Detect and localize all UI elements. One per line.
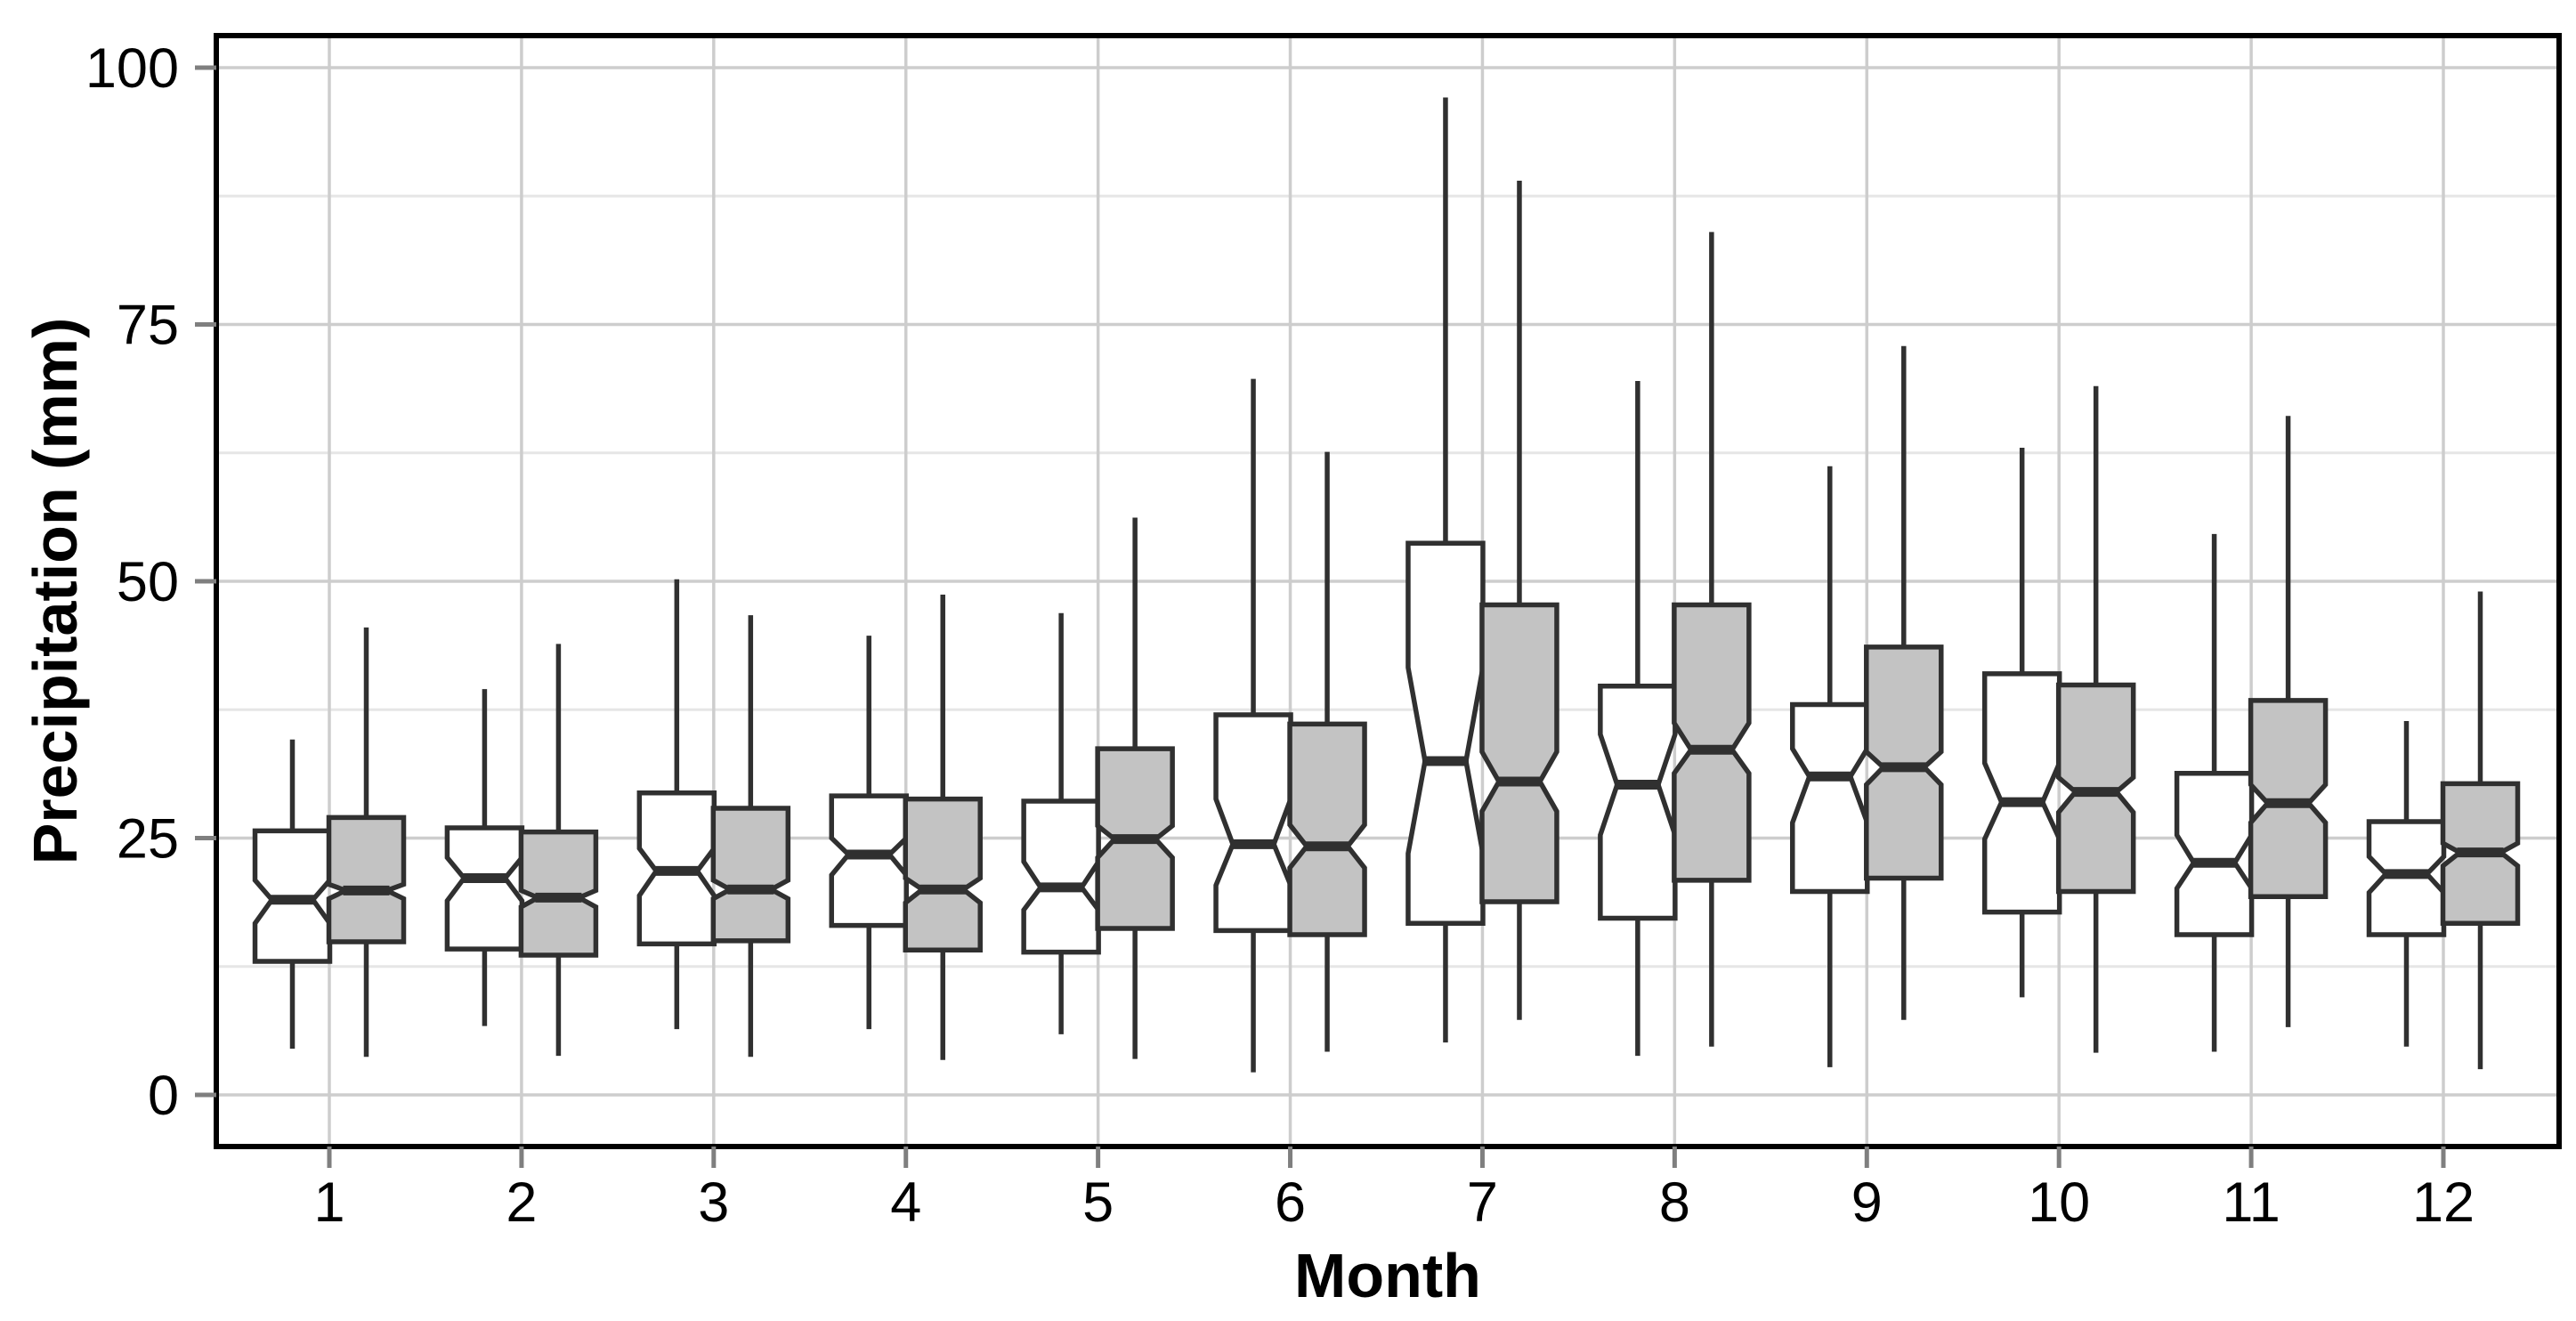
boxplot-month-8-group-white — [1598, 380, 1678, 1057]
axis-ticks — [195, 65, 2446, 1168]
boxplot-month-12-group-white — [2366, 720, 2447, 1047]
notched-box — [903, 796, 983, 953]
boxplot-month-1-group-gray — [326, 627, 407, 1058]
notched-box — [2174, 771, 2255, 937]
y-tick-label: 50 — [117, 551, 179, 613]
x-tick-label: 5 — [1082, 1171, 1114, 1234]
boxplot-month-2-group-gray — [518, 644, 599, 1057]
x-tick-label: 1 — [313, 1171, 344, 1234]
notched-box — [326, 814, 407, 944]
x-tick-label: 9 — [1851, 1171, 1883, 1234]
boxplots — [252, 97, 2521, 1073]
x-tick-label: 7 — [1467, 1171, 1498, 1234]
boxplot-month-9-group-white — [1790, 466, 1870, 1067]
x-tick-label: 8 — [1659, 1171, 1690, 1234]
notched-box — [1405, 540, 1486, 927]
boxplot-month-2-group-white — [444, 689, 525, 1026]
x-tick-label: 6 — [1275, 1171, 1306, 1234]
boxplot-month-8-group-gray — [1672, 231, 1752, 1047]
y-tick-label: 0 — [148, 1065, 179, 1127]
boxplot-month-6-group-white — [1213, 378, 1293, 1073]
notched-box — [1790, 701, 1870, 895]
y-tick-label: 25 — [117, 808, 179, 871]
x-tick-label: 12 — [2412, 1171, 2475, 1234]
boxplot-month-4-group-gray — [903, 595, 983, 1060]
notched-box — [444, 825, 525, 952]
notched-box — [829, 793, 909, 928]
notched-box — [1021, 798, 1101, 955]
notched-box — [1598, 683, 1678, 921]
x-tick-label: 3 — [698, 1171, 729, 1234]
notched-box — [1672, 602, 1752, 883]
y-axis-title: Precipitation (mm) — [20, 317, 90, 865]
panel-border — [214, 33, 2562, 1149]
boxplot-month-7-group-white — [1405, 97, 1486, 1043]
boxplot-month-5-group-gray — [1095, 517, 1175, 1059]
boxplot-month-7-group-gray — [1479, 180, 1559, 1020]
notched-box — [1479, 602, 1559, 904]
x-tick-label: 11 — [2222, 1171, 2280, 1234]
y-tick-label: 100 — [85, 37, 179, 100]
x-tick-label: 10 — [2028, 1171, 2090, 1234]
boxplot-month-12-group-gray — [2440, 591, 2521, 1070]
boxplot-month-11-group-gray — [2248, 416, 2329, 1027]
boxplot-month-11-group-white — [2174, 533, 2255, 1052]
boxplot-month-3-group-white — [636, 579, 717, 1030]
notched-box — [1287, 721, 1367, 937]
y-tick-label: 75 — [117, 295, 179, 357]
boxplot-month-5-group-white — [1021, 612, 1101, 1034]
boxplot-month-9-group-gray — [1864, 345, 1944, 1020]
notched-box — [1213, 712, 1293, 934]
boxplot-month-10-group-white — [1981, 447, 2062, 998]
boxplot-month-3-group-gray — [710, 615, 791, 1058]
x-tick-label: 2 — [506, 1171, 537, 1234]
boxplot-month-10-group-gray — [2055, 385, 2136, 1053]
gridlines — [216, 36, 2559, 1147]
notched-box — [1981, 671, 2062, 915]
notched-box — [710, 806, 791, 944]
boxplot-month-4-group-white — [829, 636, 909, 1030]
boxplot-month-6-group-gray — [1287, 451, 1367, 1052]
x-axis-title: Month — [1294, 1241, 1481, 1310]
boxplot-month-1-group-white — [252, 739, 333, 1050]
x-tick-label: 4 — [890, 1171, 921, 1234]
